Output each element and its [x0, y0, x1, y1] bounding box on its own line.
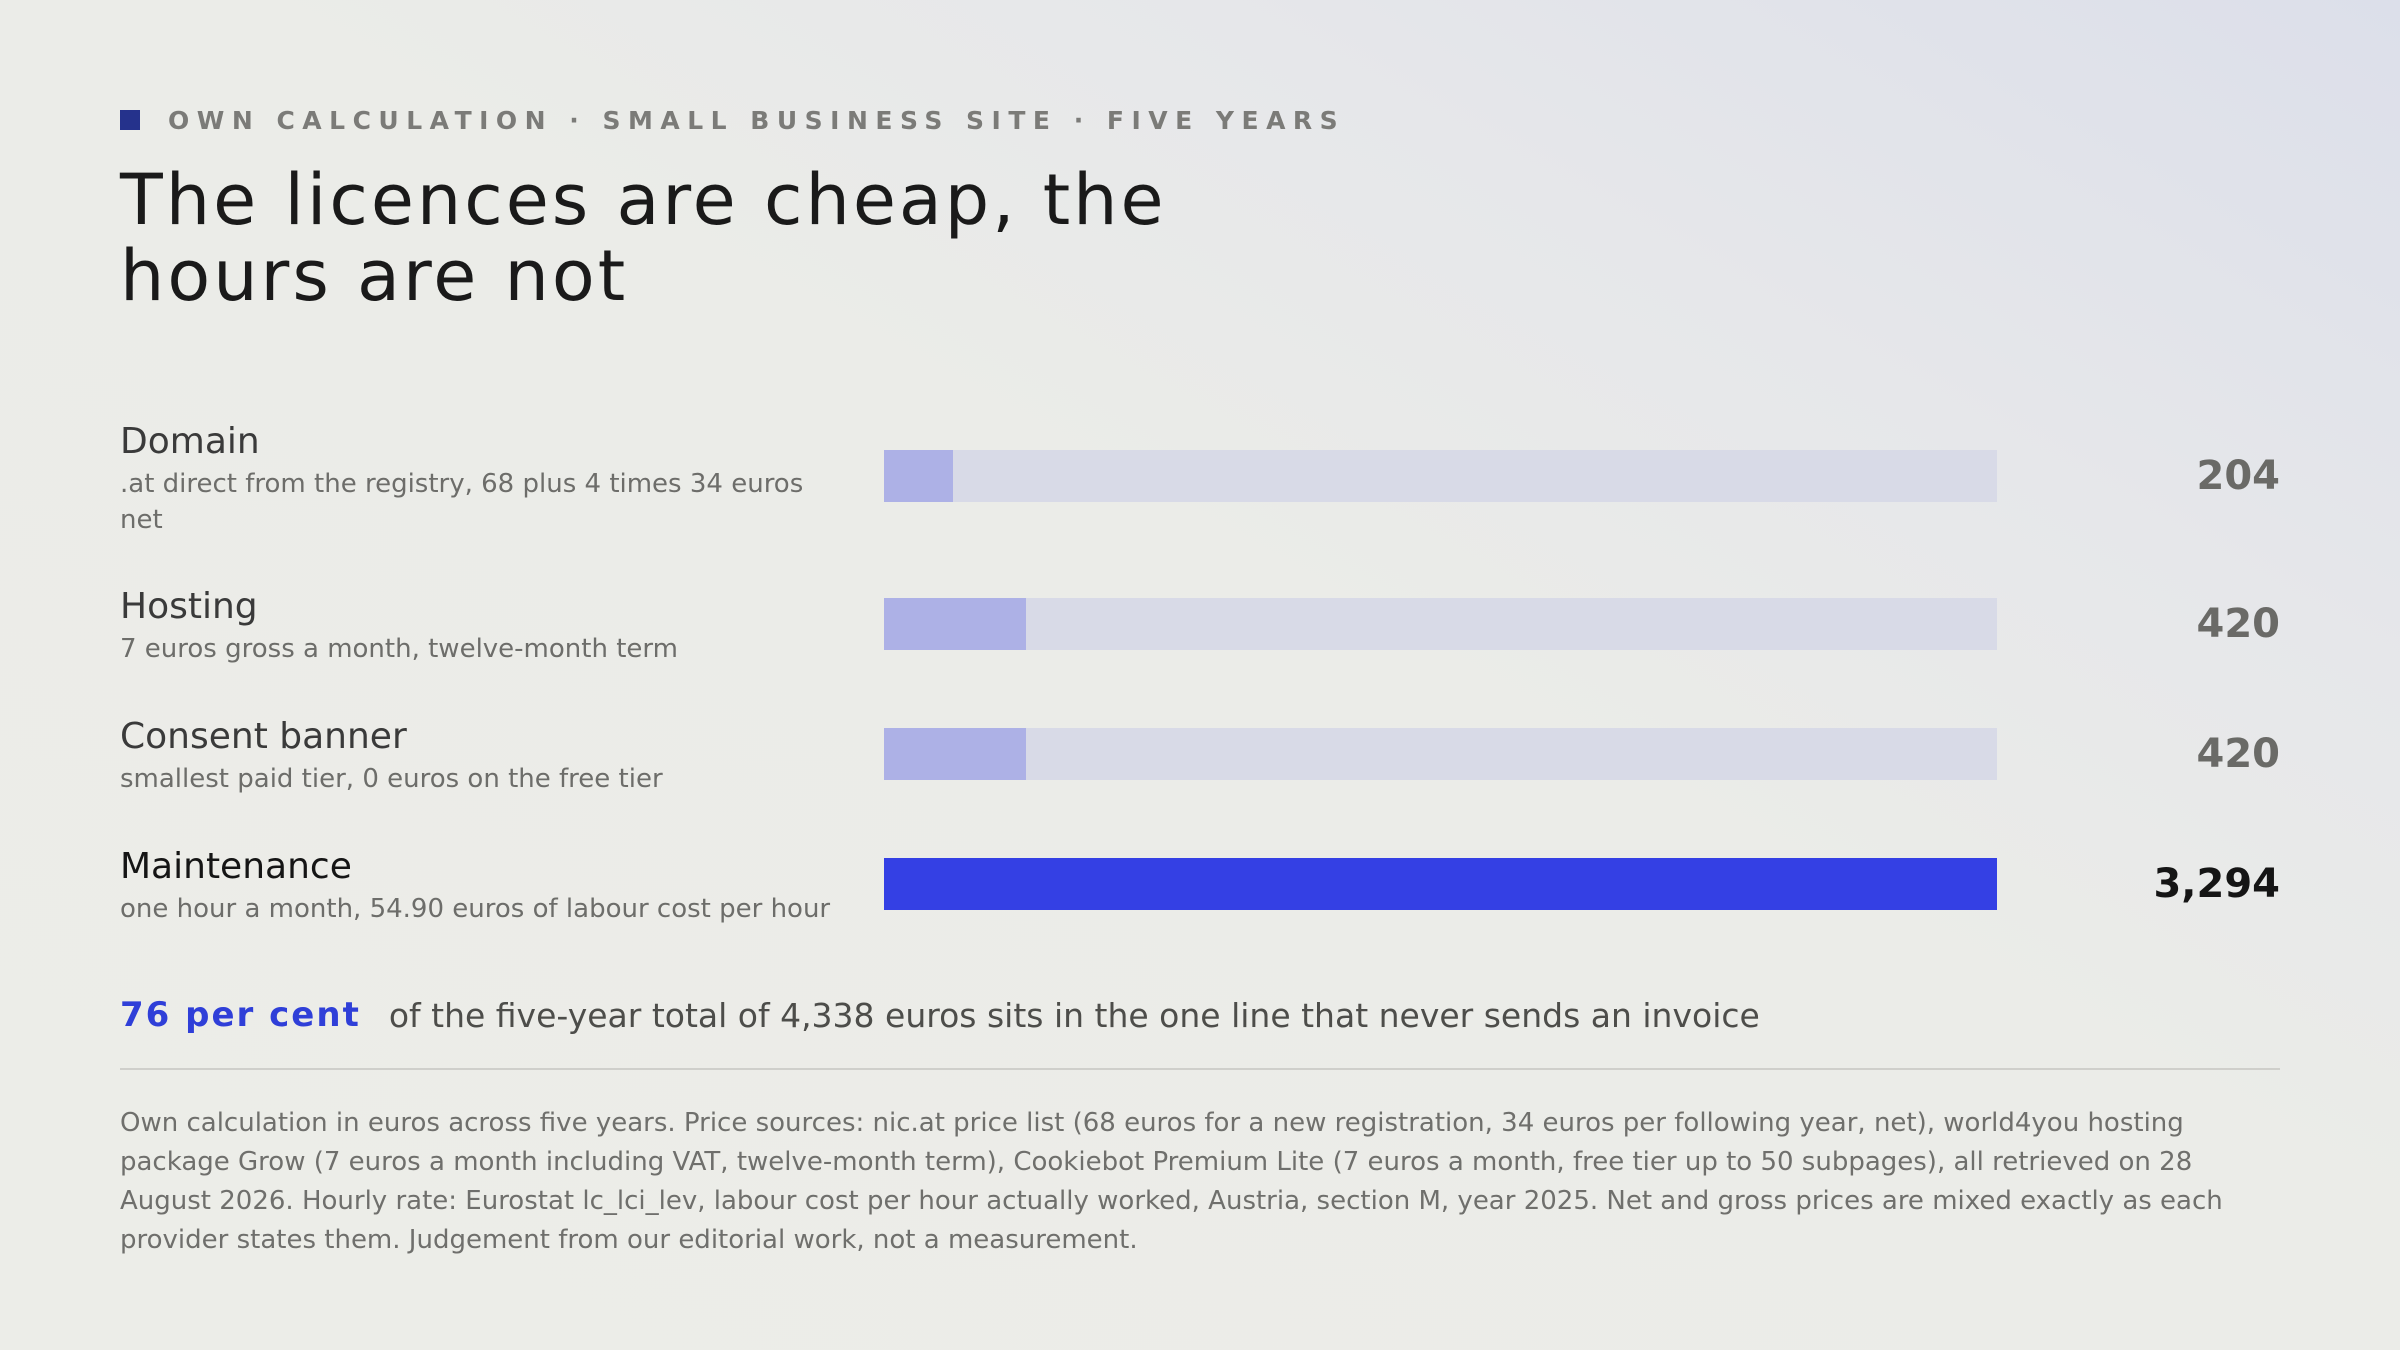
bar-track	[884, 598, 1997, 650]
bar-track	[884, 728, 1997, 780]
takeaway-text: of the five-year total of 4,338 euros si…	[388, 995, 1760, 1035]
category-label: Hosting	[120, 586, 258, 627]
value-label: 420	[2196, 601, 2281, 647]
bar-track	[884, 858, 1997, 910]
bar-track	[884, 450, 1997, 502]
takeaway: 76 per cent of the five-year total of 4,…	[120, 990, 1760, 1040]
value-label: 204	[2196, 453, 2281, 499]
kicker: OWN CALCULATION · SMALL BUSINESS SITE · …	[120, 105, 1345, 135]
category-label: Maintenance	[120, 846, 352, 887]
category-description: 7 euros gross a month, twelve-month term	[120, 634, 678, 664]
kicker-text: OWN CALCULATION · SMALL BUSINESS SITE · …	[168, 105, 1346, 135]
bar-label: Maintenance one hour a month, 54.90 euros…	[120, 845, 840, 927]
bar-label: Domain .at direct from the registry, 68 p…	[120, 420, 840, 538]
takeaway-stat: 76 per cent	[120, 995, 361, 1035]
bar-consent-banner	[884, 728, 1026, 780]
value-label: 420	[2196, 731, 2281, 777]
kicker-square-icon	[120, 110, 140, 130]
chart-title: The licences are cheap, the hours are no…	[120, 159, 1167, 317]
category-label: Consent banner	[120, 716, 407, 757]
bar-maintenance	[884, 858, 1997, 910]
bar-hosting	[884, 598, 1026, 650]
chart-card: OWN CALCULATION · SMALL BUSINESS SITE · …	[120, 0, 2280, 1350]
bar-label: Hosting 7 euros gross a month, twelve-mon…	[120, 585, 840, 667]
category-description: smallest paid tier, 0 euros on the free …	[120, 764, 663, 794]
source-note: Own calculation in euros across five yea…	[120, 1108, 2223, 1255]
category-label: Domain	[120, 421, 260, 462]
category-description: .at direct from the registry, 68 plus 4 …	[120, 469, 804, 535]
value-label: 3,294	[2153, 861, 2280, 907]
category-description: one hour a month, 54.90 euros of labour …	[120, 894, 831, 924]
divider	[120, 1068, 2280, 1070]
bar-domain	[884, 450, 953, 502]
bar-label: Consent banner smallest paid tier, 0 euro…	[120, 715, 840, 797]
